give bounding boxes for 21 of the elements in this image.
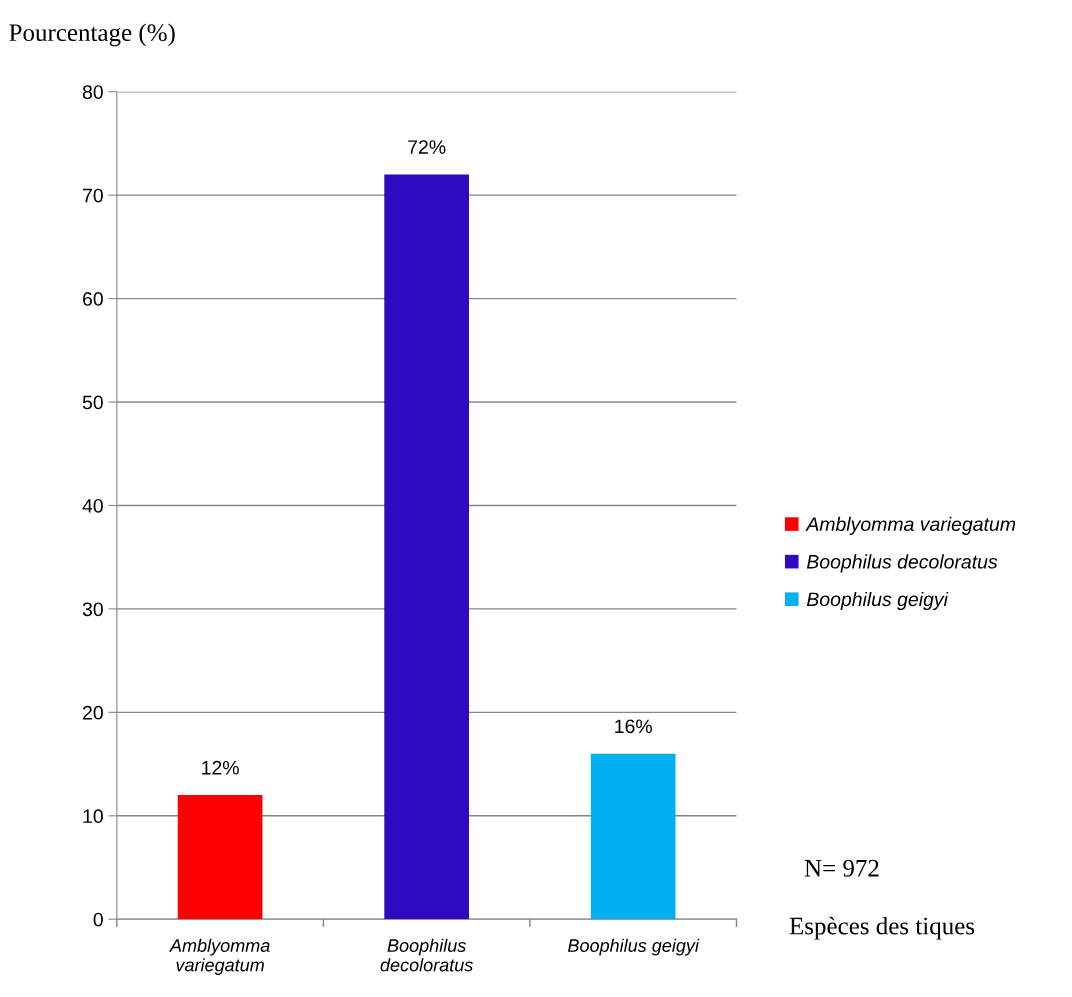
x-tick-label: Boophilus decoloratus xyxy=(380,938,473,972)
data-label: 72% xyxy=(408,140,446,154)
data-label: 16% xyxy=(615,719,652,734)
y-tick-label: 30 xyxy=(82,602,103,617)
text: N= 972 xyxy=(804,859,879,877)
y-tick-label: 50 xyxy=(82,395,103,410)
y-tick-label: 40 xyxy=(82,498,103,513)
legend-label: Boophilus decoloratus xyxy=(806,554,998,573)
x-axis-title: Espèces des tiques xyxy=(789,916,975,940)
y-tick-label: 10 xyxy=(83,809,103,824)
y-axis-title: Pourcentage (%) xyxy=(9,23,175,47)
y-tick-label: 20 xyxy=(83,705,103,720)
y-tick-label: 0 xyxy=(93,912,103,927)
y-tick-label: 80 xyxy=(82,85,103,99)
y-tick-label: 70 xyxy=(83,188,103,203)
data-label: 12% xyxy=(202,760,239,775)
legend-label: Amblyomma variegatum xyxy=(805,516,1016,535)
x-tick-label: Boophilus geigyi xyxy=(568,938,700,956)
legend-label: Boophilus geigyi xyxy=(806,591,949,611)
y-tick-label: 60 xyxy=(83,292,103,306)
x-tick-label: Amblyomma variegatum xyxy=(169,938,270,975)
